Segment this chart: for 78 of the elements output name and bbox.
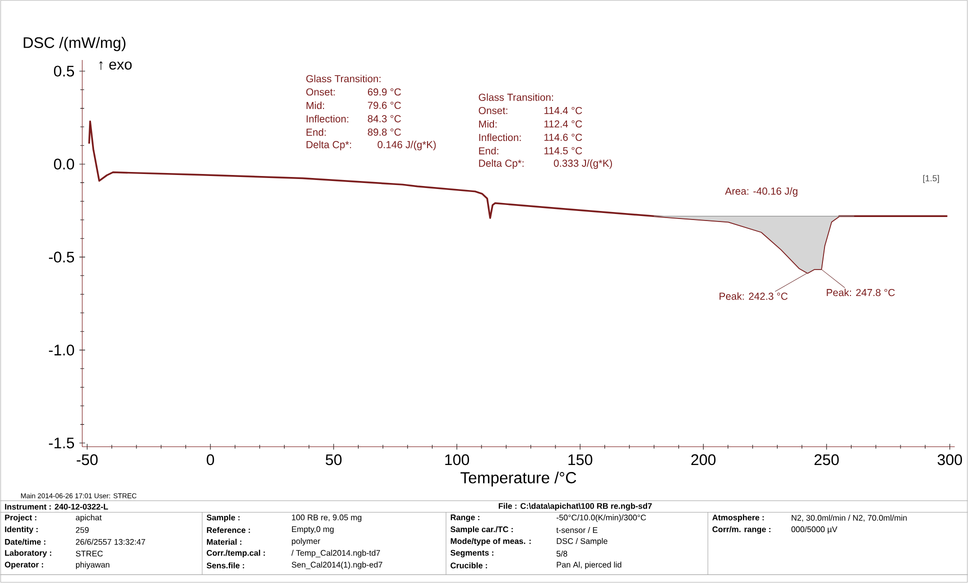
y-tick-label: -1.5 (48, 438, 74, 449)
y-tick-label: 0.0 (54, 158, 74, 170)
text: Material : (206, 538, 242, 545)
text: 26/6/2557 13:32:47 (76, 538, 146, 545)
text: Atmosphere : (712, 514, 764, 522)
x-tick-label: 50 (326, 454, 342, 466)
annotation: 114.6 °C (544, 134, 582, 142)
text: Corr/m. range : (712, 526, 770, 534)
annotation: Inflection: (479, 134, 521, 142)
annotation: Glass Transition: (306, 75, 380, 82)
annotation: Area: -40.16 J/g (725, 187, 798, 197)
x-tick-label: 250 (814, 454, 839, 466)
text: Empty,0 mg (292, 526, 334, 534)
text: Date/time : (5, 538, 46, 545)
text: Sample : (206, 514, 240, 522)
text: Reference : (206, 527, 250, 534)
x-tick-label: -50 (76, 454, 98, 466)
annotation: Delta Cp*: (306, 140, 352, 150)
text: Crucible : (450, 562, 487, 569)
y-tick-label: 0.5 (54, 66, 74, 77)
text: Instrument : 240-12-0322-L (5, 504, 108, 510)
annotation: Onset: (306, 88, 335, 96)
annotation: Glass Transition: (478, 94, 553, 102)
text: N2, 30.0ml/min / N2, 70.0ml/min (792, 514, 907, 522)
text: 5/8 (556, 550, 568, 557)
annotation: Mid: (306, 102, 324, 110)
annotation: 0.333 J/(g*K) (554, 160, 612, 169)
text: Project : (5, 514, 36, 522)
annotation: 114.5 °C (544, 147, 582, 154)
y-tick-label: -0.5 (48, 252, 74, 263)
annotation: End: (306, 128, 326, 136)
annotation: Mid: (479, 120, 497, 128)
y-axis-title: DSC /(mW/mg) (24, 36, 126, 52)
x-tick-label: 0 (206, 454, 214, 466)
text: DSC / Sample (556, 538, 608, 546)
annotation: Delta Cp*: (479, 160, 524, 169)
text: -50°C/10.0(K/min)/300°C (556, 514, 646, 522)
x-tick-label: 150 (568, 454, 592, 466)
annotation: 89.8 °C (368, 128, 401, 136)
text: Mode/type of meas. : (450, 538, 531, 546)
annotation: Peak: 247.8 °C (826, 288, 895, 296)
x-tick-label: 300 (938, 454, 962, 466)
text: Operator : (4, 562, 44, 570)
text: apichat (76, 514, 102, 522)
text: Sample car./TC : (450, 526, 513, 534)
annotation: 112.4 °C (544, 120, 582, 128)
text: 100 RB re, 9.05 mg (292, 514, 362, 522)
annotation: Inflection: (306, 115, 348, 123)
text: polymer (292, 538, 320, 546)
annotation: 84.3 °C (368, 115, 401, 122)
text: Identity : (5, 526, 38, 534)
annotation: Onset: (478, 107, 508, 114)
y-tick-label: -1.0 (48, 344, 74, 356)
text: Sens.file : (206, 562, 244, 569)
text: STREC (76, 550, 103, 557)
text: Pan Al, pierced lid (556, 562, 622, 570)
text: File : C:\data\apichat\100 RB re.ngb-sd7 (498, 503, 652, 511)
x-axis-title: Temperature /°C (460, 472, 576, 487)
text: Corr./temp.cal : (206, 550, 265, 558)
annotation: End: (479, 147, 498, 155)
annotation: 79.6 °C (368, 102, 401, 110)
annotation: 69.9 °C (368, 88, 401, 96)
text: t-sensor / E (556, 527, 598, 534)
text: Laboratory : (5, 550, 52, 558)
annotation: Peak: 242.3 °C (720, 292, 788, 300)
text: 000/5000 µV (791, 526, 838, 534)
text: Sen_Cal2014(1).ngb-ed7 (292, 562, 382, 570)
annotation: ↑ exo (99, 61, 132, 70)
text: Range : (450, 514, 480, 522)
annotation: 0.146 J/(g*K) (378, 140, 436, 150)
text: Segments : (450, 550, 494, 558)
annotation: [1.5] (923, 175, 939, 184)
x-tick-label: 200 (691, 454, 716, 466)
text: / Temp_Cal2014.ngb-td7 (291, 550, 380, 558)
x-tick-label: 100 (445, 454, 470, 466)
annotation: 114.4 °C (544, 107, 582, 114)
text: phiyawan (76, 562, 110, 570)
text: 259 (76, 527, 89, 534)
